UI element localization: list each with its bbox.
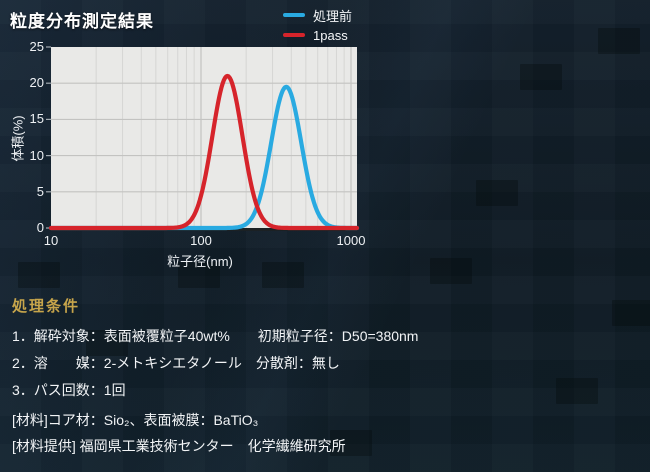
background-tile	[262, 262, 304, 288]
condition-line: 2．溶 媒：2-メトキシエタノール 分散剤：無し	[12, 355, 340, 371]
background-tile	[86, 330, 128, 356]
legend-line-swatch	[283, 33, 305, 37]
x-axis-tick-label: 100	[190, 233, 212, 248]
legend-item: 処理前	[283, 5, 352, 25]
background-tile	[476, 180, 518, 206]
x-axis-title: 粒子径(nm)	[167, 254, 233, 269]
particle-size-chart: 0 5 10 15 20 25 10 100 1000 体積(%) 粒子径(nm)	[0, 0, 420, 290]
y-axis-tick-label: 15	[29, 111, 44, 127]
y-axis-title: 体積(%)	[10, 115, 26, 162]
x-axis-tick-label: 1000	[336, 233, 366, 248]
page-title: 粒度分布測定結果	[10, 12, 154, 31]
series-curve	[48, 73, 360, 231]
processing-conditions-section: 処理条件 1．解砕対象：表面被覆粒子40wt% 初期粒子径：D50=380nm 2…	[12, 295, 418, 404]
material-line: [材料]コア材：Sio₂、表面被膜：BaTiO₃	[12, 412, 259, 428]
y-axis-tick-label: 5	[36, 183, 44, 199]
conditions-list: 1．解砕対象：表面被覆粒子40wt% 初期粒子径：D50=380nm 2．溶 媒：…	[12, 323, 418, 404]
background-tile	[330, 430, 372, 456]
y-axis-tick-label: 25	[29, 39, 44, 54]
legend-item: 1pass	[283, 25, 352, 45]
background-tile	[598, 28, 640, 54]
background-tile	[612, 300, 650, 326]
background-tile	[430, 258, 472, 284]
chart-legend: 処理前 1pass	[283, 5, 352, 45]
background-tile	[556, 378, 598, 404]
background-tile	[18, 262, 60, 288]
x-axis-tick-label: 10	[43, 233, 59, 248]
condition-line: 1．解砕対象：表面被覆粒子40wt% 初期粒子径：D50=380nm	[12, 328, 419, 344]
y-axis-tick-label: 10	[29, 147, 44, 163]
condition-line: 3．パス回数：1回	[12, 382, 126, 398]
legend-label: 1pass	[313, 27, 348, 43]
conditions-heading: 処理条件	[12, 298, 81, 315]
y-axis-tick-label: 0	[36, 220, 44, 235]
background-tile	[520, 64, 562, 90]
y-axis-tick-label: 20	[29, 75, 44, 91]
materials-section: [材料]コア材：Sio₂、表面被膜：BaTiO₃ [材料提供] 福岡県工業技術セン…	[12, 407, 346, 459]
legend-line-swatch	[283, 13, 305, 17]
background-tile	[178, 262, 220, 288]
material-line: [材料提供] 福岡県工業技術センター 化学繊維研究所	[12, 438, 346, 454]
chart-canvas	[46, 46, 360, 231]
legend-label: 処理前	[313, 8, 353, 24]
